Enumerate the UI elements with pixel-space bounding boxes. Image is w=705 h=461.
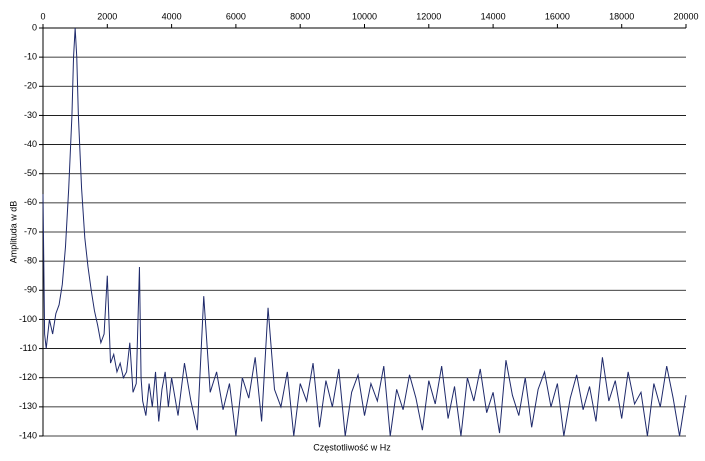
x-tick-label: 2000	[97, 11, 117, 21]
y-tick-label: -70	[24, 226, 37, 236]
y-tick-label: 0	[32, 22, 37, 32]
y-tick-label: -20	[24, 81, 37, 91]
x-tick-label: 10000	[352, 11, 377, 21]
y-tick-label: -40	[24, 139, 37, 149]
x-tick-label: 6000	[226, 11, 246, 21]
y-tick-label: -120	[19, 372, 37, 382]
y-tick-label: -10	[24, 52, 37, 62]
y-tick-label: -80	[24, 256, 37, 266]
y-tick-label: -140	[19, 430, 37, 440]
x-tick-label: 8000	[290, 11, 310, 21]
x-tick-label: 14000	[481, 11, 506, 21]
y-axis-label: Amplituda w dB	[8, 201, 18, 264]
y-tick-label: -100	[19, 314, 37, 324]
y-tick-label: -30	[24, 110, 37, 120]
x-tick-label: 4000	[162, 11, 182, 21]
x-tick-label: 18000	[609, 11, 634, 21]
x-tick-label: 20000	[673, 11, 698, 21]
x-axis-label: Częstotliwość w Hz	[313, 442, 391, 452]
x-tick-label: 12000	[416, 11, 441, 21]
y-tick-label: -50	[24, 168, 37, 178]
y-tick-label: -90	[24, 285, 37, 295]
x-tick-label: 16000	[545, 11, 570, 21]
y-tick-label: -60	[24, 197, 37, 207]
y-tick-label: -130	[19, 401, 37, 411]
y-tick-label: -110	[20, 343, 37, 353]
spectrum-line	[42, 27, 687, 437]
x-tick-label: 0	[40, 11, 45, 21]
